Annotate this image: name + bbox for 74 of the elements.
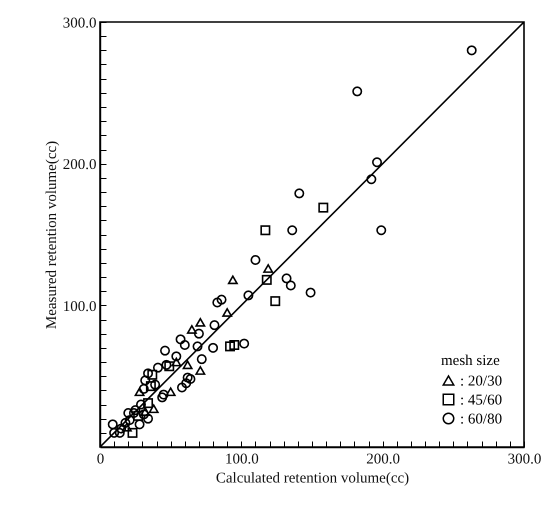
point bbox=[192, 341, 203, 352]
point bbox=[372, 157, 382, 168]
point bbox=[195, 318, 206, 327]
point bbox=[318, 202, 328, 213]
point bbox=[262, 274, 272, 285]
point bbox=[143, 398, 154, 408]
point bbox=[229, 340, 240, 350]
y-tick-label: 300.0 bbox=[62, 16, 96, 32]
point bbox=[134, 387, 145, 396]
point bbox=[181, 378, 192, 388]
point bbox=[225, 341, 236, 352]
point bbox=[158, 390, 169, 400]
point bbox=[352, 86, 362, 96]
legend-label: : 20/30 bbox=[460, 374, 502, 390]
point bbox=[185, 374, 196, 384]
point bbox=[171, 351, 182, 362]
point bbox=[128, 428, 138, 438]
point bbox=[222, 308, 232, 317]
point bbox=[148, 404, 159, 414]
point bbox=[212, 298, 222, 308]
point bbox=[216, 294, 227, 305]
point bbox=[263, 264, 274, 273]
point bbox=[164, 361, 174, 372]
point bbox=[150, 380, 160, 390]
point bbox=[366, 174, 376, 184]
point bbox=[157, 392, 168, 402]
point bbox=[306, 288, 316, 298]
point bbox=[143, 368, 154, 378]
point bbox=[208, 342, 218, 353]
point bbox=[260, 225, 270, 236]
point bbox=[376, 225, 386, 236]
point bbox=[182, 372, 193, 383]
legend-label: : 45/60 bbox=[460, 392, 502, 408]
point bbox=[180, 340, 190, 350]
legend-title: mesh size bbox=[441, 353, 500, 369]
point bbox=[160, 346, 170, 356]
point bbox=[228, 275, 238, 284]
point bbox=[287, 225, 298, 236]
point bbox=[146, 381, 156, 392]
point bbox=[182, 360, 193, 370]
point bbox=[286, 280, 296, 290]
x-tick-label: 300.0 bbox=[508, 452, 542, 468]
point bbox=[250, 255, 260, 265]
point bbox=[171, 358, 182, 366]
y-tick-label: 200.0 bbox=[62, 157, 96, 174]
point bbox=[195, 366, 206, 375]
x-tick-label: 100.0 bbox=[224, 452, 259, 468]
point bbox=[109, 428, 120, 438]
point bbox=[243, 290, 254, 300]
y-axis-title: Measured retention volume(cc) bbox=[44, 140, 60, 330]
x-axis-title: Calculated retention volume(cc) bbox=[216, 470, 410, 486]
point bbox=[186, 324, 197, 334]
point bbox=[294, 188, 304, 198]
point bbox=[143, 414, 154, 424]
point bbox=[152, 362, 163, 373]
point bbox=[270, 296, 280, 306]
point bbox=[176, 382, 187, 392]
legend-label: : 60/80 bbox=[460, 412, 502, 428]
point bbox=[108, 419, 118, 430]
x-tick-label: 0 bbox=[96, 452, 104, 468]
x-tick-label: 200.0 bbox=[366, 452, 400, 468]
point bbox=[176, 334, 186, 344]
point bbox=[196, 354, 207, 364]
point bbox=[161, 360, 172, 370]
point bbox=[466, 45, 477, 56]
point bbox=[194, 328, 204, 339]
point bbox=[209, 320, 220, 330]
point bbox=[166, 387, 176, 396]
point bbox=[147, 370, 158, 380]
point bbox=[122, 422, 132, 432]
point bbox=[239, 338, 250, 349]
point bbox=[282, 273, 292, 284]
y-tick-label: 100.0 bbox=[62, 298, 96, 315]
point bbox=[134, 419, 145, 430]
